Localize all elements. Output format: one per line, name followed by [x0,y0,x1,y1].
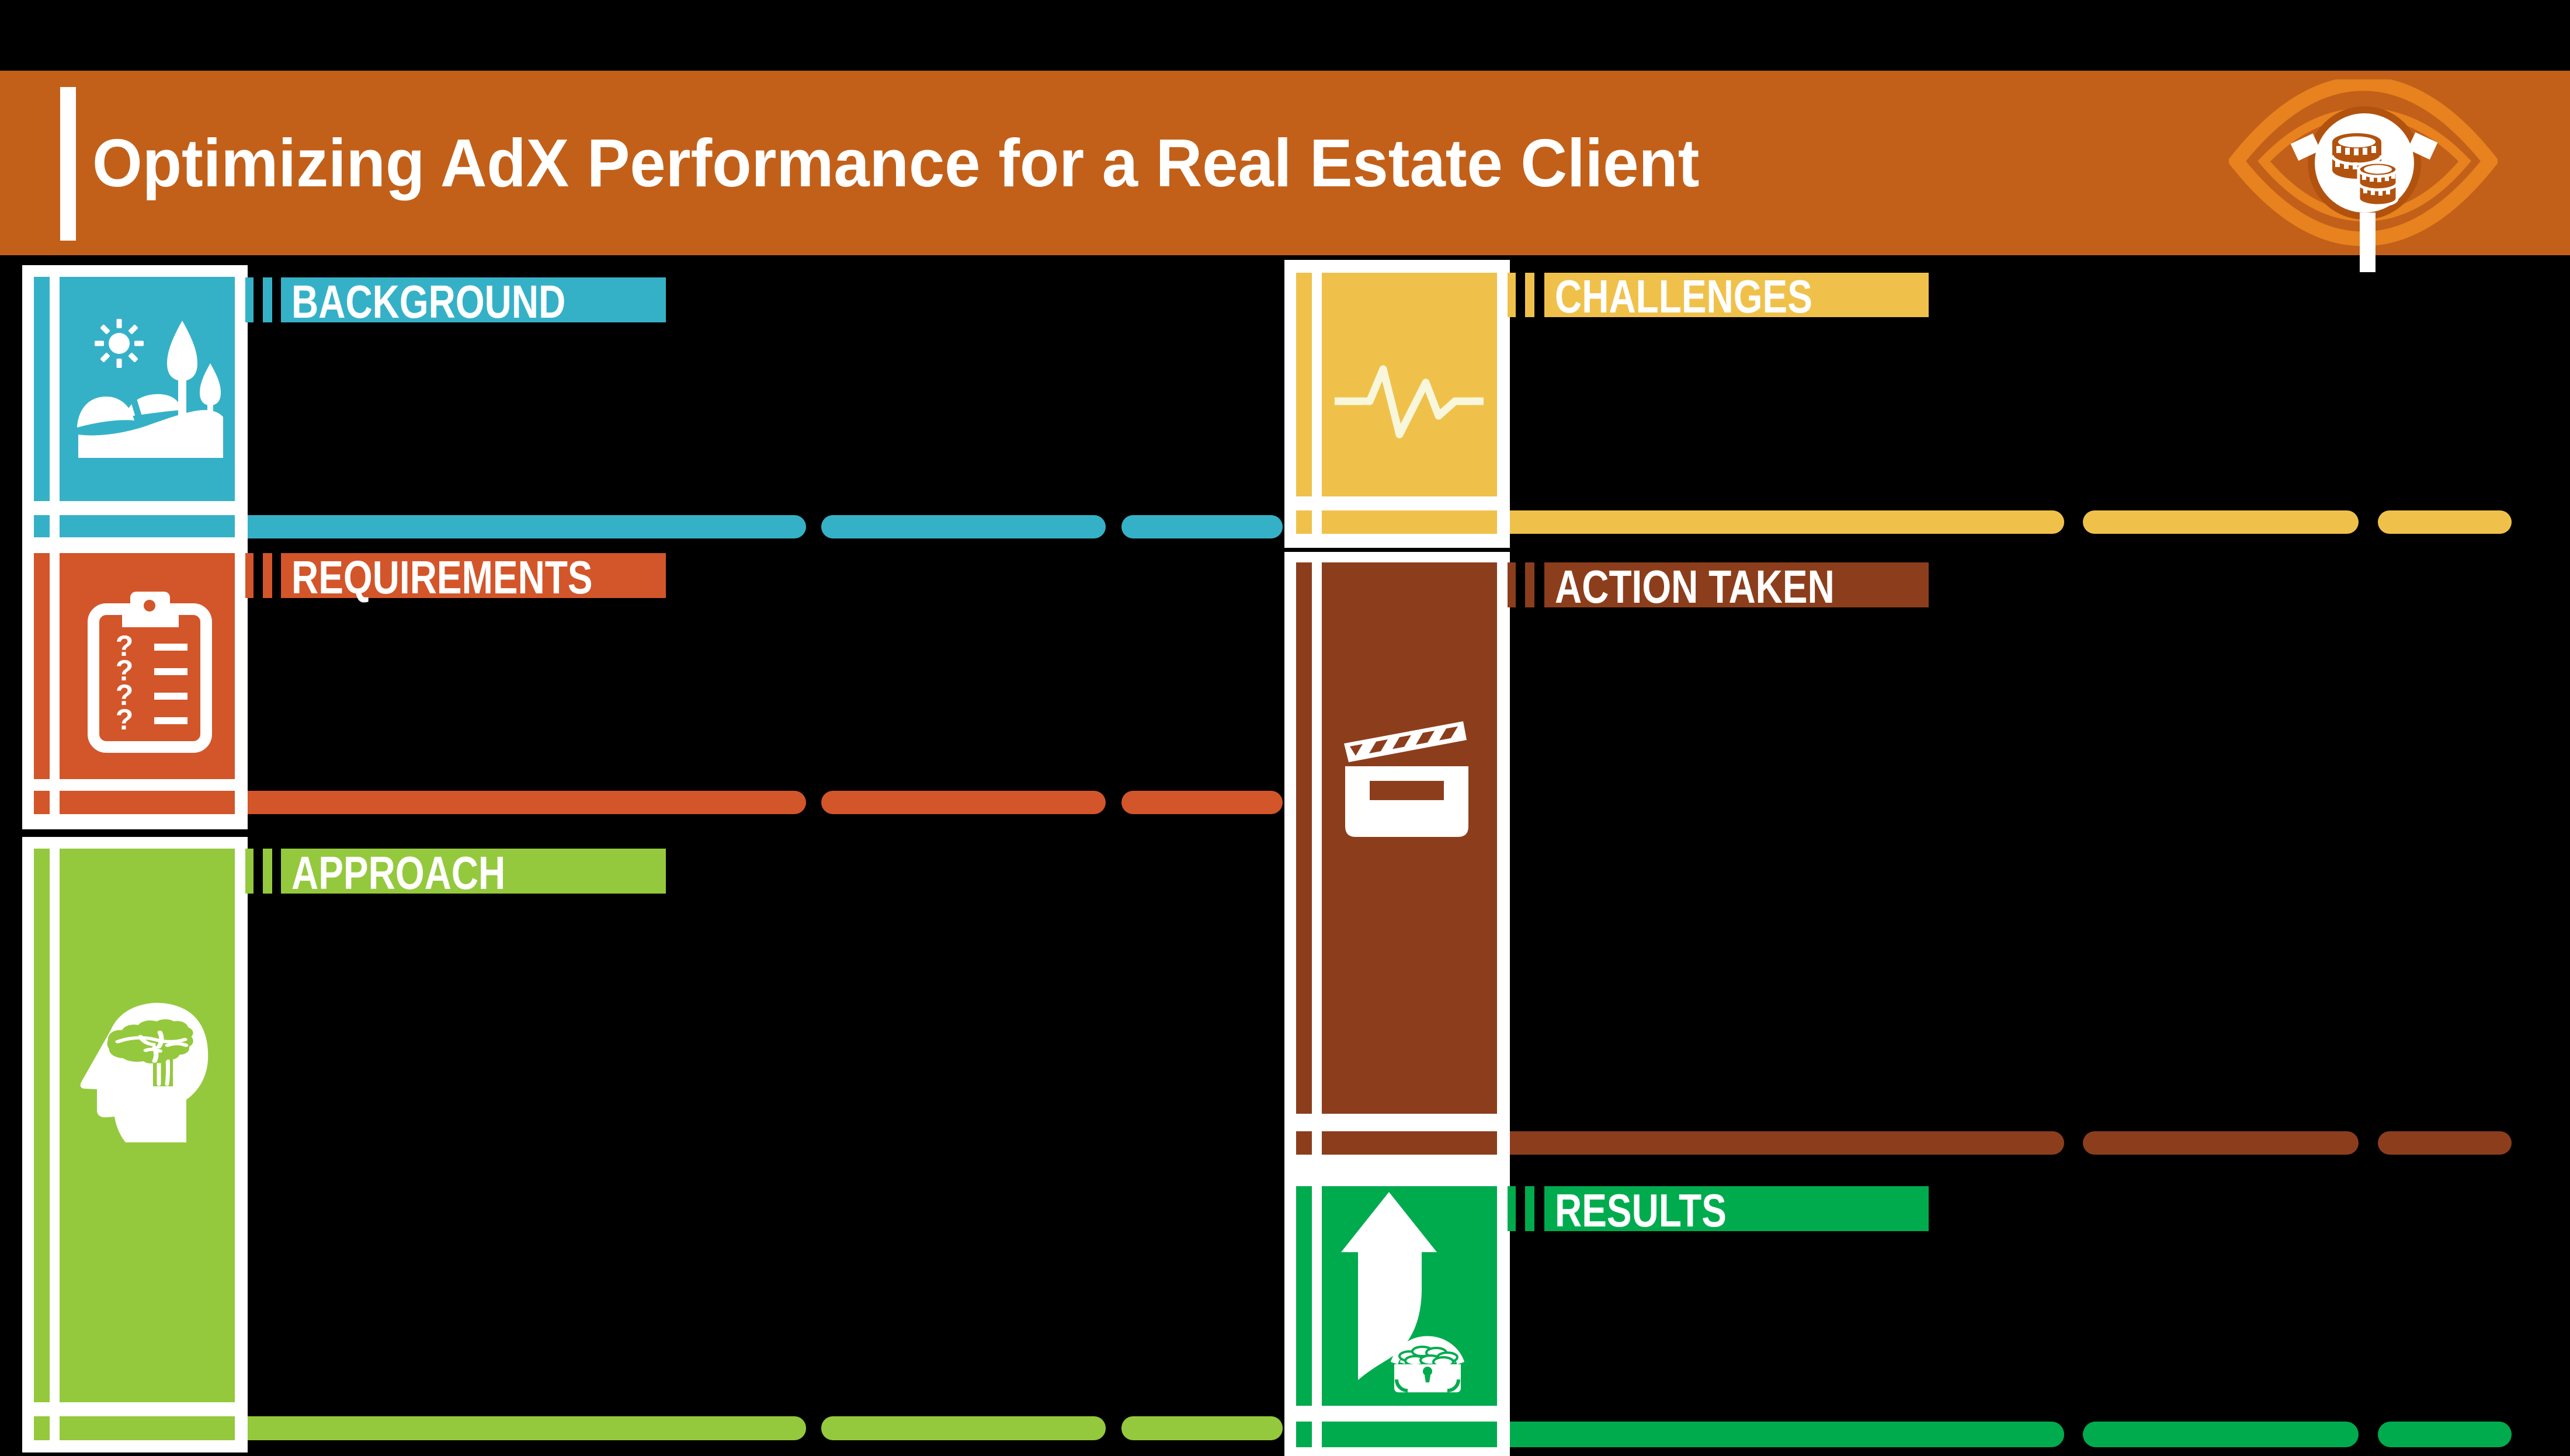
svg-text:?: ? [116,703,134,736]
svg-text:?: ? [116,630,134,662]
svg-text:?: ? [116,679,134,711]
svg-text:?: ? [116,654,134,687]
